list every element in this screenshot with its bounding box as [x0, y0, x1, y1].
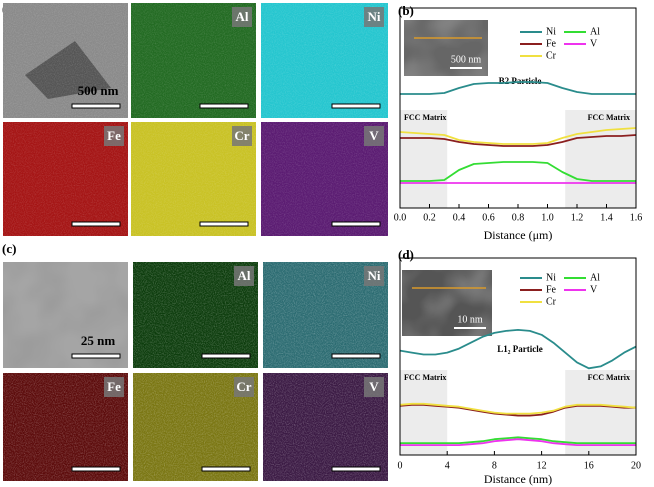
element-label-bg: [234, 377, 254, 397]
matrix-region: [400, 110, 448, 208]
element-label-bg: [232, 126, 252, 146]
x-tick-label: 0: [398, 460, 403, 471]
particle-label: L1₂ Particle: [497, 344, 542, 354]
series-line: [399, 329, 637, 370]
x-tick-label: 12: [537, 460, 547, 471]
matrix-label: FCC Matrix: [404, 113, 446, 122]
series-line: [399, 127, 637, 145]
element-label: Ni: [368, 9, 381, 24]
particle-label: B2 Particle: [499, 76, 542, 86]
legend-label: Ni: [546, 272, 556, 283]
element-label-bg: [364, 266, 384, 286]
x-tick-label: 0.6: [482, 212, 495, 223]
element-label: Fe: [107, 379, 121, 394]
scale-bar: [331, 221, 381, 227]
element-label: V: [369, 128, 379, 143]
legend-label: Fe: [546, 284, 557, 295]
x-tick-label: 0.8: [512, 212, 525, 223]
scale-bar: [331, 353, 381, 359]
series-line: [399, 402, 637, 415]
scale-bar: [71, 221, 121, 227]
legend-label: V: [590, 284, 598, 295]
legend-label: Cr: [546, 50, 557, 61]
scale-bar: [71, 466, 121, 472]
element-label-bg: [234, 266, 254, 286]
x-tick-label: 16: [584, 460, 594, 471]
series-line: [400, 134, 637, 147]
scale-bar: [71, 103, 121, 109]
scale-bar: [331, 466, 381, 472]
matrix-region: [565, 370, 636, 455]
x-tick-label: 1.2: [571, 212, 584, 223]
matrix-region: [400, 370, 448, 455]
texture: [3, 3, 128, 118]
x-axis-title: Distance (μm): [484, 228, 553, 242]
element-label: Ni: [368, 268, 381, 283]
element-label-bg: [232, 7, 252, 27]
element-label: Al: [236, 9, 249, 24]
element-label-bg: [364, 7, 384, 27]
x-tick-label: 0.4: [453, 212, 466, 223]
scale-bar: [199, 103, 249, 109]
scale-bar: [331, 103, 381, 109]
legend-label: V: [590, 38, 598, 49]
element-label-bg: [364, 377, 384, 397]
legend-label: Cr: [546, 296, 557, 307]
element-label: Al: [238, 268, 251, 283]
element-label: V: [369, 379, 379, 394]
matrix-label: FCC Matrix: [404, 373, 446, 382]
scale-bar: [201, 353, 251, 359]
x-tick-label: 0.2: [423, 212, 436, 223]
series-line: [399, 403, 636, 417]
plot-frame: [399, 257, 637, 456]
legend-label: Fe: [546, 38, 557, 49]
x-tick-label: 4: [445, 460, 450, 471]
series-line: [400, 161, 636, 182]
panel-label: (b): [398, 3, 414, 18]
x-axis-title: Distance (nm): [484, 472, 552, 486]
element-label: Cr: [236, 379, 251, 394]
x-tick-label: 8: [492, 460, 497, 471]
scale-bar: [199, 221, 249, 227]
element-label: Cr: [234, 128, 249, 143]
x-tick-label: 20: [631, 460, 641, 471]
x-tick-label: 1.0: [541, 212, 554, 223]
x-tick-label: 0.0: [394, 212, 407, 223]
element-label-bg: [104, 377, 124, 397]
series-line: [400, 436, 636, 445]
matrix-label: FCC Matrix: [588, 373, 630, 382]
x-tick-label: 1.6: [630, 212, 643, 223]
element-label-bg: [364, 126, 384, 146]
texture: [3, 262, 128, 368]
inset-texture: [402, 270, 492, 336]
matrix-region: [565, 110, 636, 208]
scale-bar-label: 500 nm: [78, 83, 119, 98]
series-line: [400, 438, 636, 446]
scale-bar: [201, 466, 251, 472]
element-label: Fe: [107, 128, 121, 143]
series-line: [400, 81, 636, 95]
panel-label: (c): [2, 241, 16, 256]
legend-label: Al: [590, 26, 600, 37]
scale-bar: [71, 353, 121, 359]
inset-scale-label: 10 nm: [457, 314, 483, 325]
legend-label: Ni: [546, 26, 556, 37]
scale-bar-label: 25 nm: [81, 333, 115, 348]
legend-label: Al: [590, 272, 600, 283]
x-tick-label: 1.4: [600, 212, 613, 223]
matrix-label: FCC Matrix: [588, 113, 630, 122]
element-label-bg: [104, 126, 124, 146]
inset-scale-label: 500 nm: [451, 54, 482, 65]
inset-texture: [404, 20, 488, 76]
